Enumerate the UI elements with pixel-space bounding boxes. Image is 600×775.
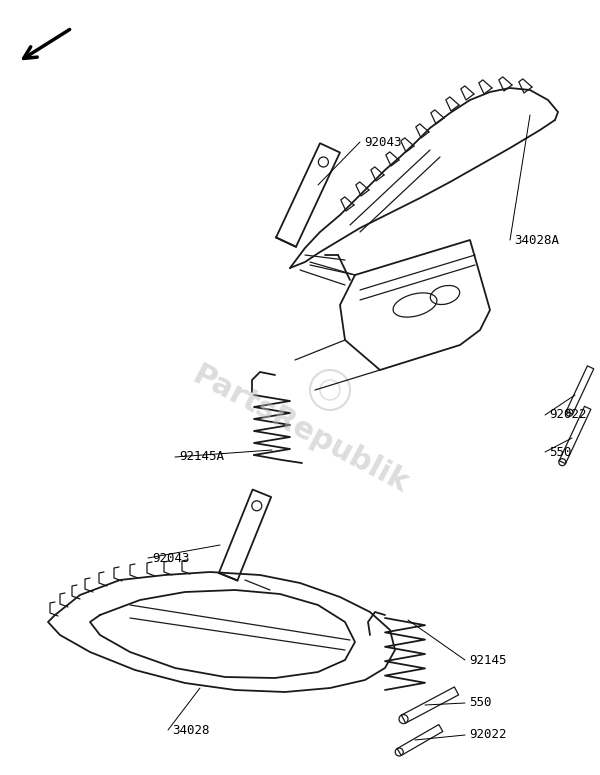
Text: 34028: 34028 — [172, 724, 209, 736]
Text: 92043: 92043 — [152, 552, 190, 564]
Text: 34028A: 34028A — [514, 233, 559, 246]
Text: 92022: 92022 — [549, 408, 587, 422]
Text: PartsRepublik: PartsRepublik — [187, 361, 413, 499]
Text: 92022: 92022 — [469, 728, 506, 742]
Text: 92145A: 92145A — [179, 450, 224, 463]
Text: 92043: 92043 — [364, 136, 401, 149]
Text: 550: 550 — [469, 697, 491, 709]
Text: 550: 550 — [549, 446, 571, 459]
Text: 92145: 92145 — [469, 653, 506, 666]
